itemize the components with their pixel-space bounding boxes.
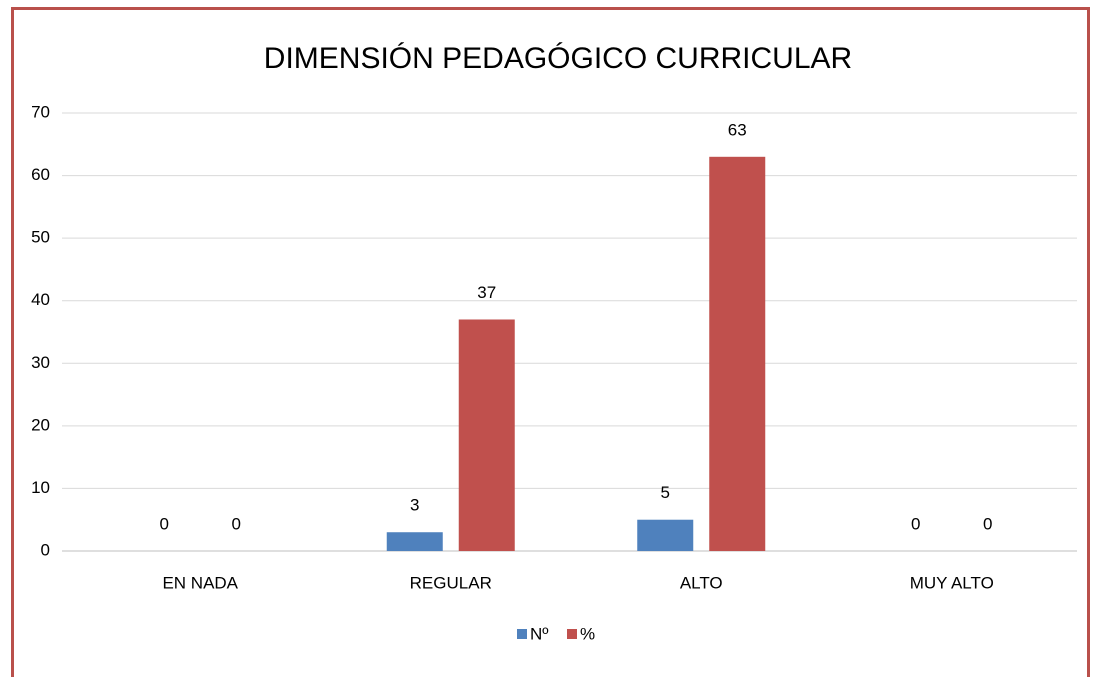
y-tick-label: 40: [31, 290, 50, 309]
bar: [637, 519, 694, 551]
bar: [458, 319, 515, 551]
data-label: 5: [661, 483, 670, 502]
chart-frame: [11, 7, 1090, 677]
bar: [709, 156, 766, 552]
legend-label: Nº: [530, 624, 549, 643]
legend-swatch: [567, 629, 577, 639]
y-tick-label: 20: [31, 415, 50, 434]
legend-label: %: [580, 624, 595, 643]
data-label: 3: [410, 496, 419, 515]
y-tick-label: 70: [31, 102, 50, 121]
y-tick-label: 60: [31, 165, 50, 184]
y-tick-label: 50: [31, 228, 50, 247]
data-label: 0: [911, 514, 920, 533]
x-tick-label: REGULAR: [410, 573, 492, 592]
data-label: 37: [477, 283, 496, 302]
bar: [386, 532, 443, 551]
y-tick-label: 0: [41, 540, 50, 559]
data-label: 0: [983, 514, 992, 533]
x-tick-label: MUY ALTO: [910, 573, 994, 592]
y-tick-label: 10: [31, 478, 50, 497]
y-tick-label: 30: [31, 353, 50, 372]
data-label: 0: [160, 514, 169, 533]
legend-swatch: [517, 629, 527, 639]
chart-title: DIMENSIÓN PEDAGÓGICO CURRICULAR: [264, 42, 852, 75]
x-tick-label: ALTO: [680, 573, 723, 592]
data-label: 63: [728, 120, 747, 139]
data-label: 0: [232, 514, 241, 533]
x-tick-label: EN NADA: [162, 573, 238, 592]
